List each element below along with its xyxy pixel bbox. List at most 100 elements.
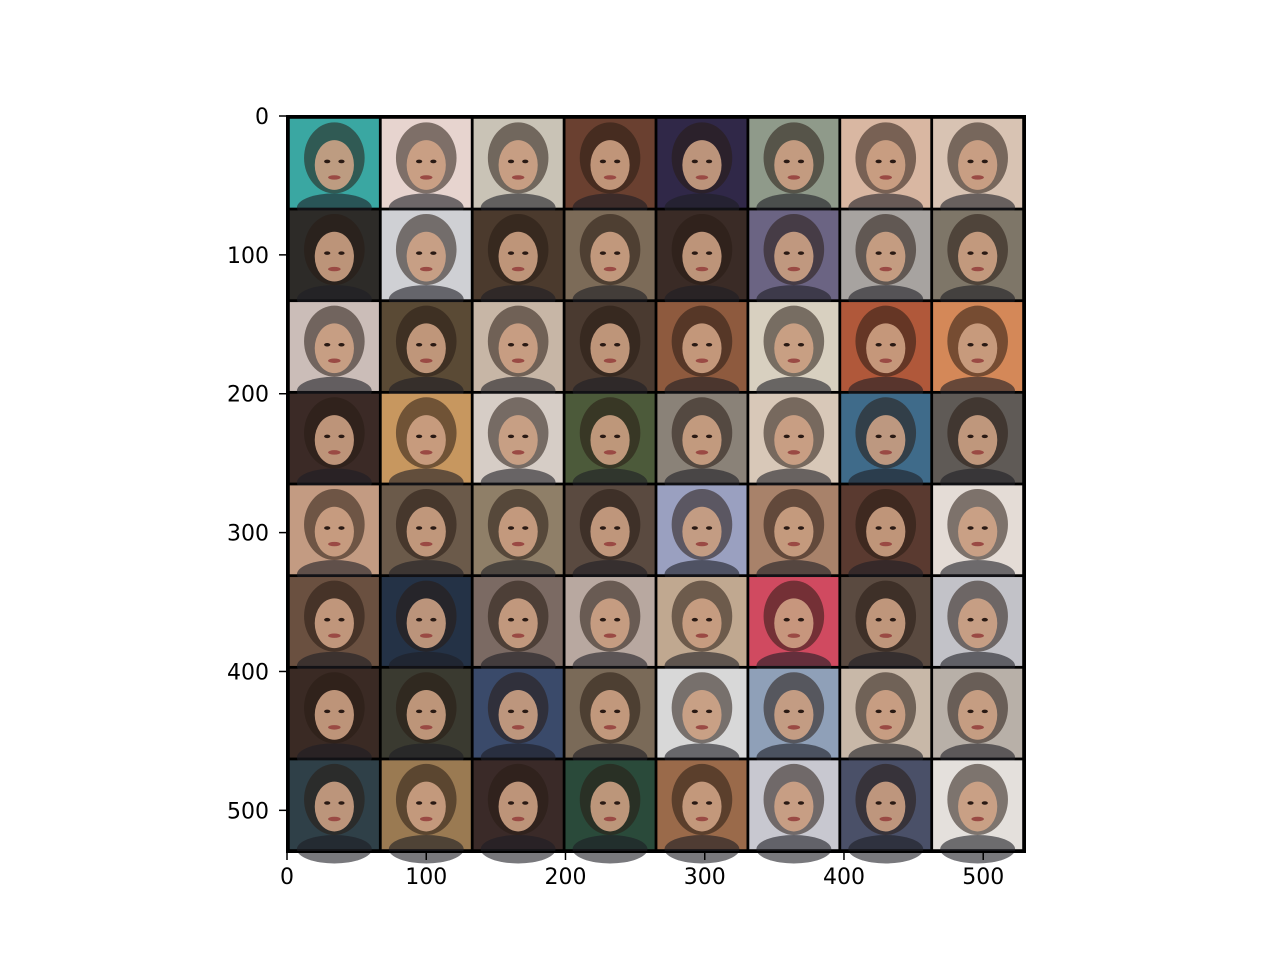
face-shape [406,690,446,740]
eye-shape [797,342,805,347]
eye-shape [599,709,607,714]
eye-shape [415,434,423,439]
mouth-shape [971,358,984,363]
face-tile [381,393,471,497]
face-shape [406,598,446,649]
eye-shape [875,526,882,530]
eye-shape [599,251,607,255]
face-tile [289,760,379,864]
eye-shape [705,342,713,347]
face-shape [314,415,354,465]
face-shape [314,506,354,557]
face-shape [866,781,906,832]
face-tile [381,668,471,772]
eye-shape [783,251,790,255]
face-shape [498,690,538,740]
face-tile [749,210,839,314]
face-shape [958,690,998,740]
shoulders-shape [848,835,924,864]
face-tile [841,668,931,772]
face-shape [498,415,538,465]
axes-frame [286,115,1026,853]
mouth-shape [511,266,525,272]
eye-shape [875,251,882,255]
eye-shape [614,526,621,530]
eye-shape [522,342,529,347]
eye-shape [522,526,529,530]
face-shape [406,415,446,465]
face-shape [314,323,354,374]
face-tile [841,118,931,222]
x-tick-label: 0 [280,865,294,890]
eye-shape [614,434,621,439]
face-shape [958,598,998,649]
face-shape [682,231,722,282]
face-shape [406,506,446,557]
face-tile [657,668,747,772]
mouth-shape [511,175,525,180]
shoulders-shape [940,835,1016,864]
eye-shape [691,709,698,714]
eye-shape [705,526,713,530]
eye-shape [338,342,345,347]
face-tile [841,302,931,406]
eye-shape [338,709,345,714]
face-tile [933,210,1023,314]
eye-shape [430,251,437,255]
face-shape [590,323,630,374]
face-tile [749,118,839,222]
face-tile [657,302,747,406]
x-tick-label: 100 [405,865,447,890]
eye-shape [797,159,805,164]
eye-shape [705,434,713,439]
eye-shape [981,801,988,805]
face-tile [473,760,563,864]
shoulders-shape [756,835,832,864]
eye-shape [967,251,974,255]
eye-shape [324,251,331,255]
face-tile [565,393,655,497]
face-shape [314,140,354,190]
mouth-shape [971,816,984,822]
face-tile [565,577,655,681]
mouth-shape [603,175,617,180]
eye-shape [797,709,805,714]
face-shape [958,781,998,832]
face-shape [682,140,722,190]
eye-shape [599,434,607,439]
shoulders-shape [296,835,372,864]
face-tile [933,485,1023,589]
face-tile [749,668,839,772]
mouth-shape [603,816,617,822]
eye-shape [875,709,882,714]
face-tile [473,118,563,222]
mouth-shape [971,725,984,730]
eye-shape [614,159,621,164]
face-shape [866,415,906,465]
eye-shape [507,434,515,439]
face-shape [958,231,998,282]
eye-shape [705,709,713,714]
eye-shape [889,526,897,530]
mouth-shape [879,816,892,822]
face-shape [774,506,814,557]
mouth-shape [787,266,801,272]
mouth-shape [511,541,525,547]
eye-shape [324,342,331,347]
eye-shape [889,342,897,347]
eye-shape [981,617,988,622]
mouth-shape [695,541,709,547]
mouth-shape [328,266,341,272]
face-shape [958,323,998,374]
face-shape [682,415,722,465]
face-shape [406,781,446,832]
face-shape [498,781,538,832]
mouth-shape [511,725,525,730]
face-shape [406,323,446,374]
mouth-shape [787,816,801,822]
eye-shape [599,801,607,805]
face-shape [590,140,630,190]
eye-shape [522,434,529,439]
mouth-shape [511,816,525,822]
face-tile [657,577,747,681]
